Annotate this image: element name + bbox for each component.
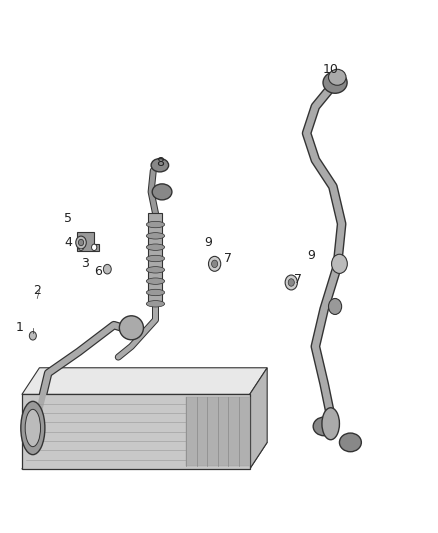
Text: 9: 9 [204, 236, 212, 249]
Circle shape [332, 254, 347, 273]
Text: 3: 3 [81, 257, 89, 270]
Ellipse shape [21, 401, 45, 455]
Ellipse shape [339, 433, 361, 452]
Circle shape [288, 279, 294, 286]
Circle shape [29, 332, 36, 340]
Ellipse shape [152, 184, 172, 200]
Ellipse shape [146, 221, 165, 228]
Text: 9: 9 [307, 249, 315, 262]
Circle shape [328, 298, 342, 314]
Polygon shape [22, 442, 267, 469]
Polygon shape [250, 368, 267, 469]
Polygon shape [186, 397, 250, 466]
Circle shape [78, 239, 84, 246]
Polygon shape [22, 368, 267, 394]
Circle shape [78, 244, 84, 251]
Text: 4: 4 [64, 236, 72, 249]
Text: 7: 7 [294, 273, 302, 286]
Ellipse shape [146, 255, 165, 262]
Text: 7: 7 [224, 252, 232, 265]
Text: 2: 2 [33, 284, 41, 297]
Circle shape [92, 244, 97, 251]
Ellipse shape [323, 72, 347, 93]
Ellipse shape [146, 233, 165, 239]
Ellipse shape [146, 244, 165, 251]
Circle shape [76, 236, 86, 249]
Polygon shape [22, 394, 250, 469]
Ellipse shape [313, 417, 335, 436]
Text: 5: 5 [64, 212, 72, 225]
Text: 1: 1 [16, 321, 24, 334]
Ellipse shape [25, 409, 40, 447]
Polygon shape [77, 232, 99, 251]
Ellipse shape [146, 278, 165, 285]
Ellipse shape [119, 316, 143, 340]
Text: 6: 6 [95, 265, 102, 278]
Circle shape [208, 256, 221, 271]
Text: 10: 10 [323, 63, 339, 76]
Ellipse shape [146, 289, 165, 296]
Circle shape [285, 275, 297, 290]
Circle shape [103, 264, 111, 274]
Ellipse shape [328, 69, 346, 85]
Ellipse shape [322, 408, 339, 440]
Ellipse shape [146, 266, 165, 273]
Polygon shape [148, 213, 162, 304]
Text: 8: 8 [156, 156, 164, 169]
Ellipse shape [146, 301, 165, 307]
Ellipse shape [151, 159, 169, 172]
Circle shape [212, 260, 218, 268]
